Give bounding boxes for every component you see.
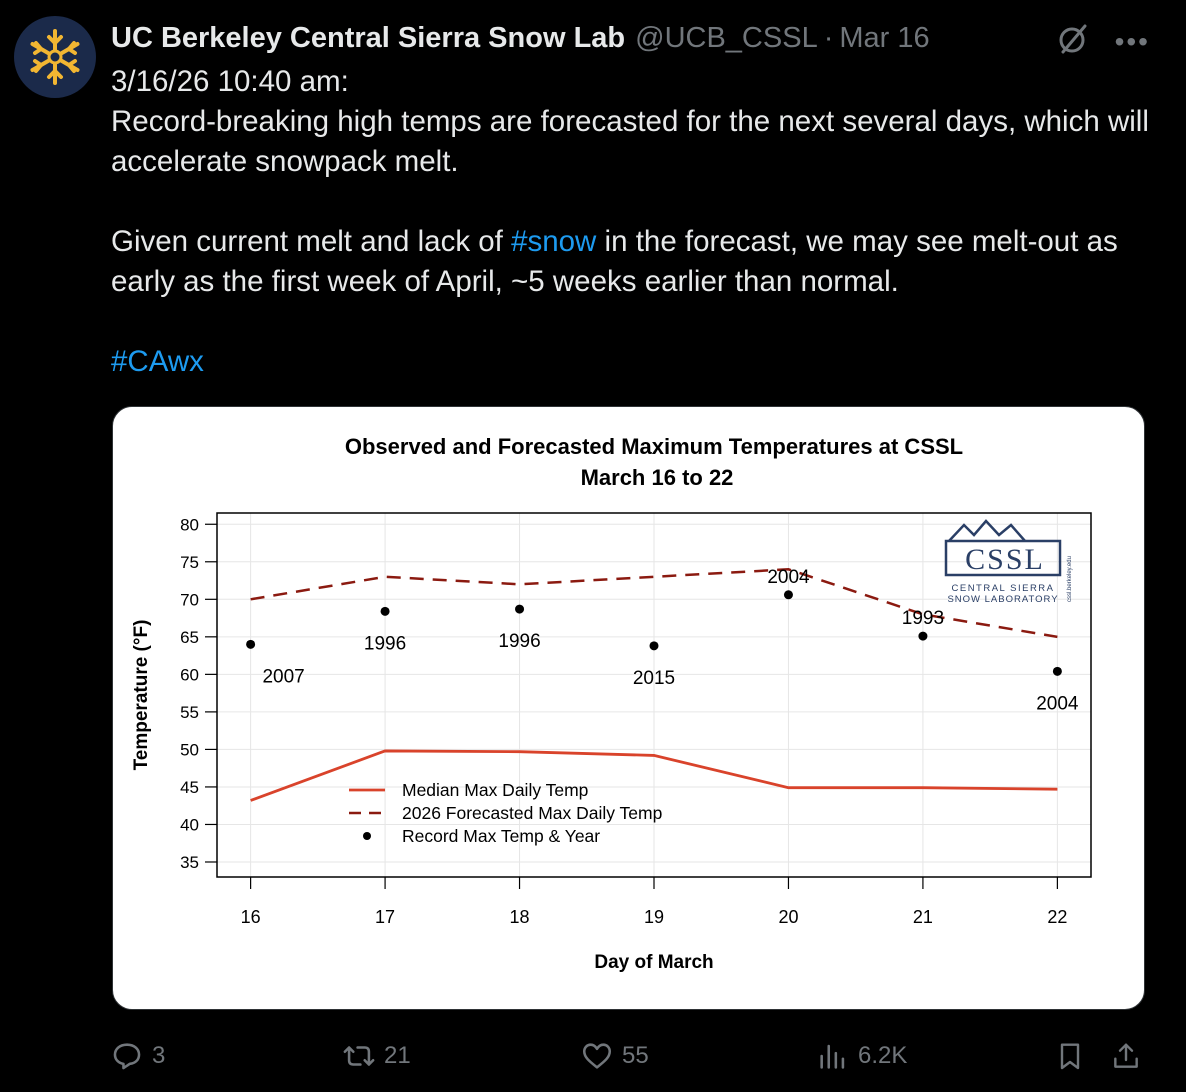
y-tick-label: 75: [180, 553, 199, 572]
record-point: [649, 641, 659, 651]
mountain-icon: [948, 519, 1026, 542]
legend-record-swatch: [363, 832, 371, 840]
y-tick-label: 80: [180, 515, 199, 534]
more-options-icon[interactable]: •••: [1114, 26, 1150, 57]
tweet-date[interactable]: Mar 16: [839, 21, 930, 54]
x-tick-label: 18: [510, 907, 530, 927]
reply-icon: [113, 1043, 141, 1070]
tweet-paragraph-melt: Given current melt and lack of #snow in …: [111, 222, 1161, 302]
y-tick-label: 55: [180, 703, 199, 722]
x-tick-label: 17: [375, 907, 395, 927]
record-year-label: 2007: [262, 666, 304, 687]
repost-icon: [343, 1046, 375, 1066]
x-axis-label: Day of March: [594, 952, 713, 973]
hashtag-snow[interactable]: #snow: [511, 225, 597, 258]
separator-dot: ·: [823, 21, 834, 54]
y-tick-label: 50: [180, 740, 199, 759]
share-icon: [1114, 1043, 1138, 1068]
bookmark-button[interactable]: [1054, 1036, 1094, 1076]
tweet-header: UC Berkeley Central Sierra Snow Lab @UCB…: [111, 18, 1171, 58]
reply-button[interactable]: 3: [110, 1036, 165, 1076]
heart-icon: [582, 1043, 612, 1069]
snowflake-icon: [30, 29, 80, 85]
record-year-label: 2015: [633, 668, 675, 689]
record-year-label: 2004: [1036, 693, 1079, 714]
record-year-label: 1993: [902, 608, 944, 629]
legend-label: Median Max Daily Temp: [402, 780, 588, 800]
y-tick-label: 70: [180, 590, 199, 609]
bookmark-icon: [1060, 1043, 1080, 1070]
tweet-text: 3/16/26 10:40 am: Record-breaking high t…: [111, 62, 1161, 382]
y-axis-label: Temperature (°F): [131, 620, 152, 771]
author-name[interactable]: UC Berkeley Central Sierra Snow Lab: [111, 21, 626, 54]
x-tick-label: 20: [778, 907, 798, 927]
chart-title: Observed and Forecasted Maximum Temperat…: [345, 434, 963, 459]
y-tick-label: 65: [180, 628, 199, 647]
reply-count: 3: [152, 1042, 166, 1069]
like-button[interactable]: 55: [580, 1036, 649, 1076]
chart-subtitle: March 16 to 22: [581, 465, 734, 490]
legend-label: 2026 Forecasted Max Daily Temp: [402, 803, 662, 823]
record-point: [918, 631, 928, 641]
share-button[interactable]: [1110, 1036, 1150, 1076]
views-icon: [820, 1044, 845, 1069]
avatar[interactable]: [14, 16, 96, 98]
logo-line1: CENTRAL SIERRA: [952, 583, 1055, 594]
y-tick-label: 60: [180, 665, 199, 684]
tweet-text-part: Given current melt and lack of: [111, 225, 512, 258]
record-year-label: 2004: [767, 567, 810, 588]
hashtag-cawx[interactable]: #CAwx: [111, 345, 204, 378]
like-count: 55: [622, 1042, 649, 1069]
y-tick-label: 35: [180, 853, 199, 872]
tweet-line-main: Record-breaking high temps are forecaste…: [111, 105, 1149, 178]
repost-count: 21: [384, 1042, 411, 1069]
tweet-line-timestamp: 3/16/26 10:40 am:: [111, 65, 349, 98]
views-count: 6.2K: [858, 1042, 908, 1069]
logo-line2: SNOW LABORATORY: [947, 594, 1058, 605]
record-point: [246, 639, 256, 649]
x-tick-label: 21: [913, 907, 933, 927]
author-handle[interactable]: @UCB_CSSL: [635, 21, 818, 54]
logo-url: cssl.berkeley.edu: [1067, 556, 1073, 602]
x-tick-label: 16: [241, 907, 261, 927]
record-point: [783, 590, 793, 600]
record-year-label: 1996: [364, 633, 406, 654]
action-bar: 3 21 55 6.2K: [110, 1036, 1150, 1076]
cssl-logo: CSSL CENTRAL SIERRA SNOW LABORATORY cssl…: [944, 519, 1073, 605]
y-tick-label: 45: [180, 778, 199, 797]
record-point: [380, 606, 390, 616]
chart-image[interactable]: Observed and Forecasted Maximum Temperat…: [112, 406, 1145, 1010]
logo-text: CSSL: [965, 543, 1045, 576]
x-tick-label: 22: [1047, 907, 1067, 927]
record-point: [1052, 666, 1062, 676]
legend-label: Record Max Temp & Year: [402, 826, 600, 846]
tweet-text-part: in the forecast, we may see melt-out as …: [111, 225, 1118, 298]
views-button[interactable]: 6.2K: [816, 1036, 907, 1076]
grok-icon[interactable]: [1056, 22, 1090, 61]
x-tick-label: 19: [644, 907, 664, 927]
y-tick-label: 40: [180, 815, 199, 834]
logo-box: [944, 539, 1062, 577]
record-year-label: 1996: [498, 631, 540, 652]
median-line: [250, 749, 1058, 802]
record-point: [515, 604, 525, 614]
temperature-chart: Observed and Forecasted Maximum Temperat…: [131, 434, 1092, 973]
repost-button[interactable]: 21: [342, 1036, 411, 1076]
